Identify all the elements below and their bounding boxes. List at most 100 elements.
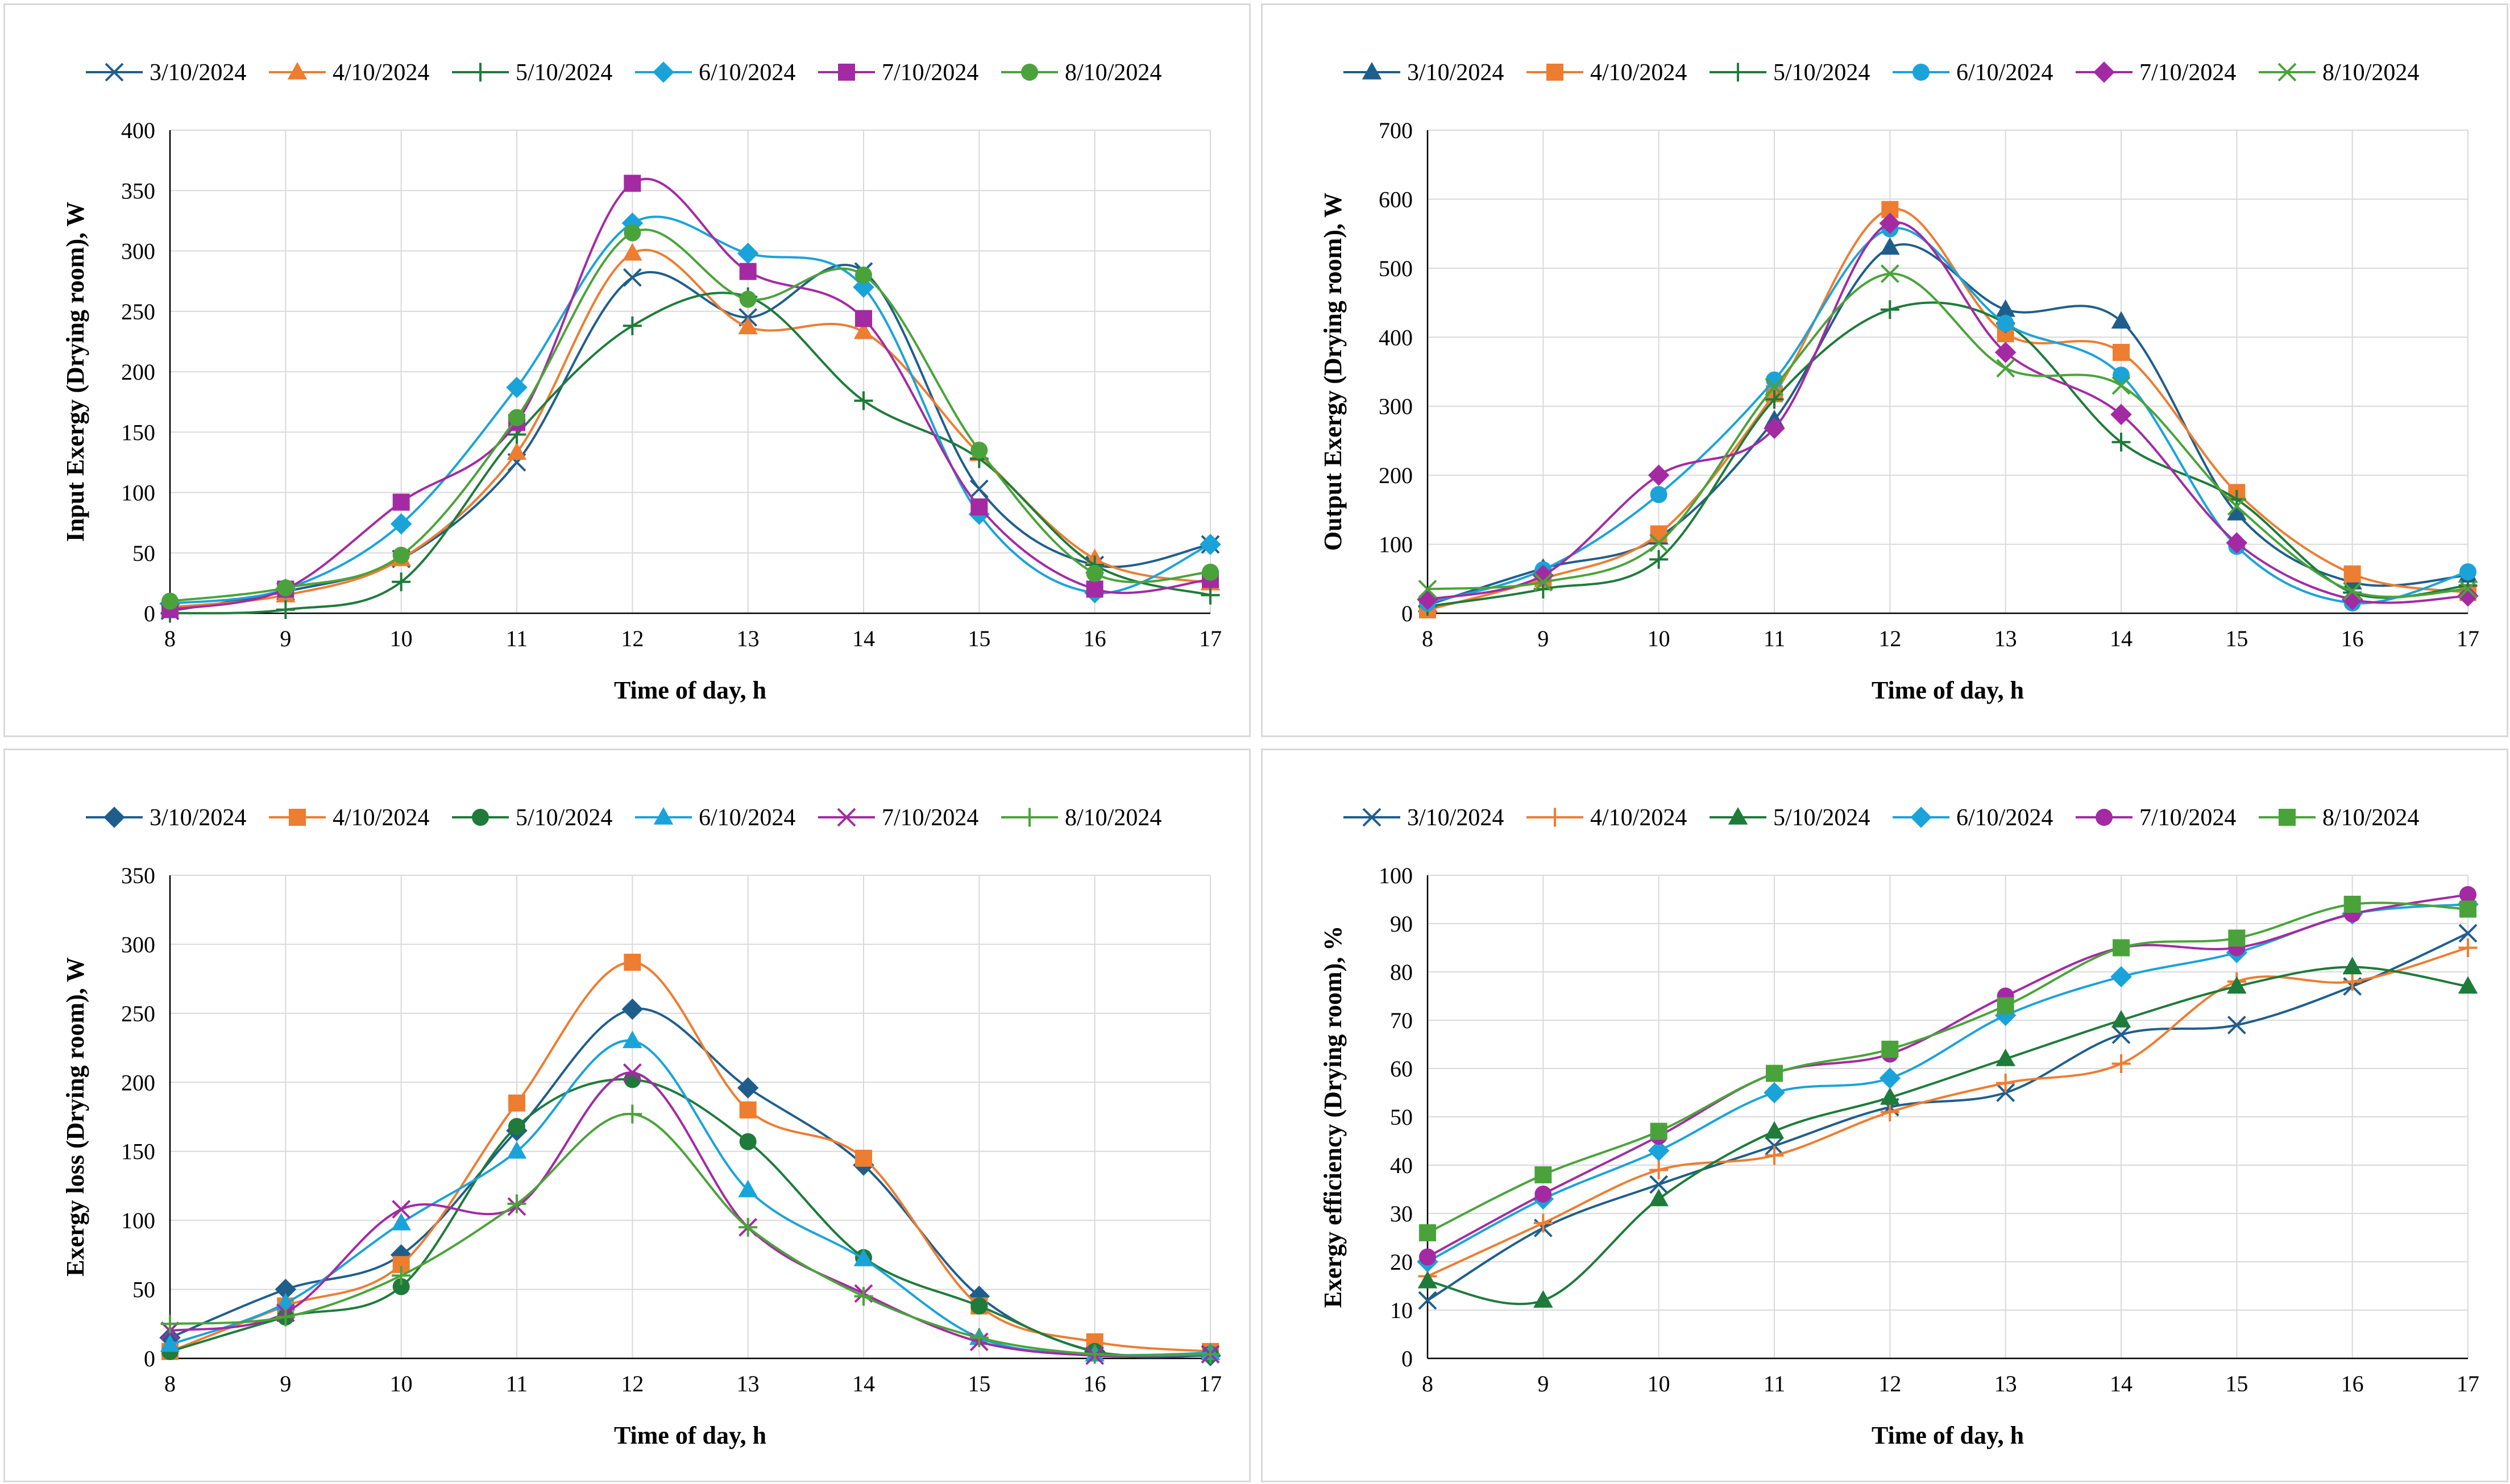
data-point xyxy=(1649,1175,1669,1194)
y-tick-label: 200 xyxy=(1379,463,1413,488)
data-point xyxy=(160,1334,180,1352)
y-tick-label: 60 xyxy=(1390,1056,1413,1082)
legend-label: 8/10/2024 xyxy=(2322,805,2419,831)
legend-item: 8/10/2024 xyxy=(1001,60,1161,86)
data-point xyxy=(2113,939,2130,957)
y-tick-label: 0 xyxy=(1401,601,1413,626)
series-line xyxy=(169,177,1211,611)
legend-marker xyxy=(1020,808,1039,827)
data-point xyxy=(277,579,294,597)
x-tick-label: 12 xyxy=(621,626,644,651)
legend-marker xyxy=(289,809,306,826)
y-axis-title: Input Exergy (Drying room), W xyxy=(61,202,89,542)
series-line xyxy=(169,1113,1211,1357)
y-tick-label: 700 xyxy=(1379,118,1413,143)
legend-item: 7/10/2024 xyxy=(2076,60,2236,86)
data-point xyxy=(624,954,641,971)
legend-marker xyxy=(653,807,674,825)
data-point xyxy=(2113,367,2130,384)
data-point xyxy=(392,493,410,511)
x-tick-label: 15 xyxy=(2225,626,2248,651)
legend-item: 4/10/2024 xyxy=(1526,60,1687,86)
data-point xyxy=(1418,1291,1437,1310)
data-point xyxy=(2342,957,2362,975)
data-point xyxy=(2458,580,2478,598)
y-tick-label: 0 xyxy=(1401,1346,1413,1371)
data-point xyxy=(275,1278,297,1300)
data-point xyxy=(2228,929,2246,947)
y-tick-label: 90 xyxy=(1390,911,1413,937)
x-tick-label: 8 xyxy=(164,626,176,651)
legend-label: 3/10/2024 xyxy=(1407,60,1504,86)
legend-item: 8/10/2024 xyxy=(1001,805,1161,831)
data-point xyxy=(623,243,642,261)
series-3 xyxy=(1417,957,2478,1308)
data-point xyxy=(1994,342,2017,363)
legend-label: 6/10/2024 xyxy=(1956,60,2053,86)
data-point xyxy=(2459,900,2476,918)
legend-label: 6/10/2024 xyxy=(1956,805,2053,831)
data-point xyxy=(1649,550,1669,569)
legend-item: 8/10/2024 xyxy=(2259,60,2419,86)
series-1 xyxy=(160,262,1220,621)
y-tick-label: 50 xyxy=(132,1277,155,1303)
series-6 xyxy=(160,1104,1220,1364)
data-point xyxy=(623,1030,642,1049)
legend: 3/10/2024 4/10/2024 5/10/2024 6/10/2024 7/10… xyxy=(1343,805,2419,831)
data-point xyxy=(2458,938,2478,957)
legend-label: 8/10/2024 xyxy=(2322,60,2419,86)
y-tick-label: 200 xyxy=(121,359,155,385)
data-point xyxy=(1880,237,1900,255)
x-tick-label: 15 xyxy=(968,1371,990,1396)
y-tick-label: 10 xyxy=(1390,1298,1413,1323)
data-point xyxy=(2110,404,2132,426)
series-6 xyxy=(161,224,1219,610)
legend: 3/10/2024 4/10/2024 5/10/2024 6/10/2024 7/10… xyxy=(86,805,1161,831)
data-point xyxy=(739,1101,757,1119)
chart-exergy-efficiency-svg: 8 9 10 11 12 13 14 15 16 17 0 10 20 30 40 50 60 70 80 90 100… xyxy=(1319,805,2479,1449)
y-tick-label: 400 xyxy=(1379,325,1413,350)
series-line xyxy=(169,215,1211,605)
y-tick-label: 100 xyxy=(1379,532,1413,558)
legend-item: 6/10/2024 xyxy=(635,805,795,831)
data-point xyxy=(1880,1087,1900,1105)
data-point xyxy=(2458,924,2478,943)
data-point xyxy=(739,1217,758,1237)
x-tick-label: 10 xyxy=(1648,626,1670,651)
data-point xyxy=(390,1244,412,1266)
series-6 xyxy=(1418,264,2478,601)
x-tick-label: 10 xyxy=(1648,1371,1670,1396)
legend-label: 3/10/2024 xyxy=(1407,805,1504,831)
data-point xyxy=(970,442,988,459)
data-point xyxy=(623,1063,642,1082)
series-line xyxy=(1427,227,2468,605)
data-point xyxy=(1086,564,1103,582)
x-tick-label: 14 xyxy=(2110,1371,2133,1396)
data-point xyxy=(855,1149,872,1167)
data-point xyxy=(1764,417,1785,439)
data-point xyxy=(1996,1083,2015,1102)
data-point xyxy=(2111,1054,2131,1073)
x-axis-title: Time of day, h xyxy=(1872,676,2024,704)
data-point xyxy=(508,409,525,426)
data-point xyxy=(392,572,411,592)
legend-marker xyxy=(2096,809,2113,826)
legend-label: 4/10/2024 xyxy=(333,805,429,831)
legend-marker xyxy=(653,61,674,83)
legend-item: 6/10/2024 xyxy=(1893,805,2053,831)
data-point xyxy=(508,1094,525,1112)
legend-label: 5/10/2024 xyxy=(1773,805,1870,831)
data-point xyxy=(2343,565,2361,583)
series-5 xyxy=(1419,886,2476,1266)
y-tick-label: 70 xyxy=(1390,1008,1413,1033)
legend-item: 4/10/2024 xyxy=(269,805,429,831)
x-tick-label: 9 xyxy=(1537,1371,1549,1396)
data-point xyxy=(1648,464,1670,486)
x-tick-label: 16 xyxy=(2341,1371,2364,1396)
y-tick-label: 100 xyxy=(121,480,155,506)
data-point xyxy=(738,317,758,335)
data-point xyxy=(1765,1136,1784,1155)
data-point xyxy=(506,376,528,398)
series-line xyxy=(1427,207,2468,611)
data-point xyxy=(853,276,874,298)
